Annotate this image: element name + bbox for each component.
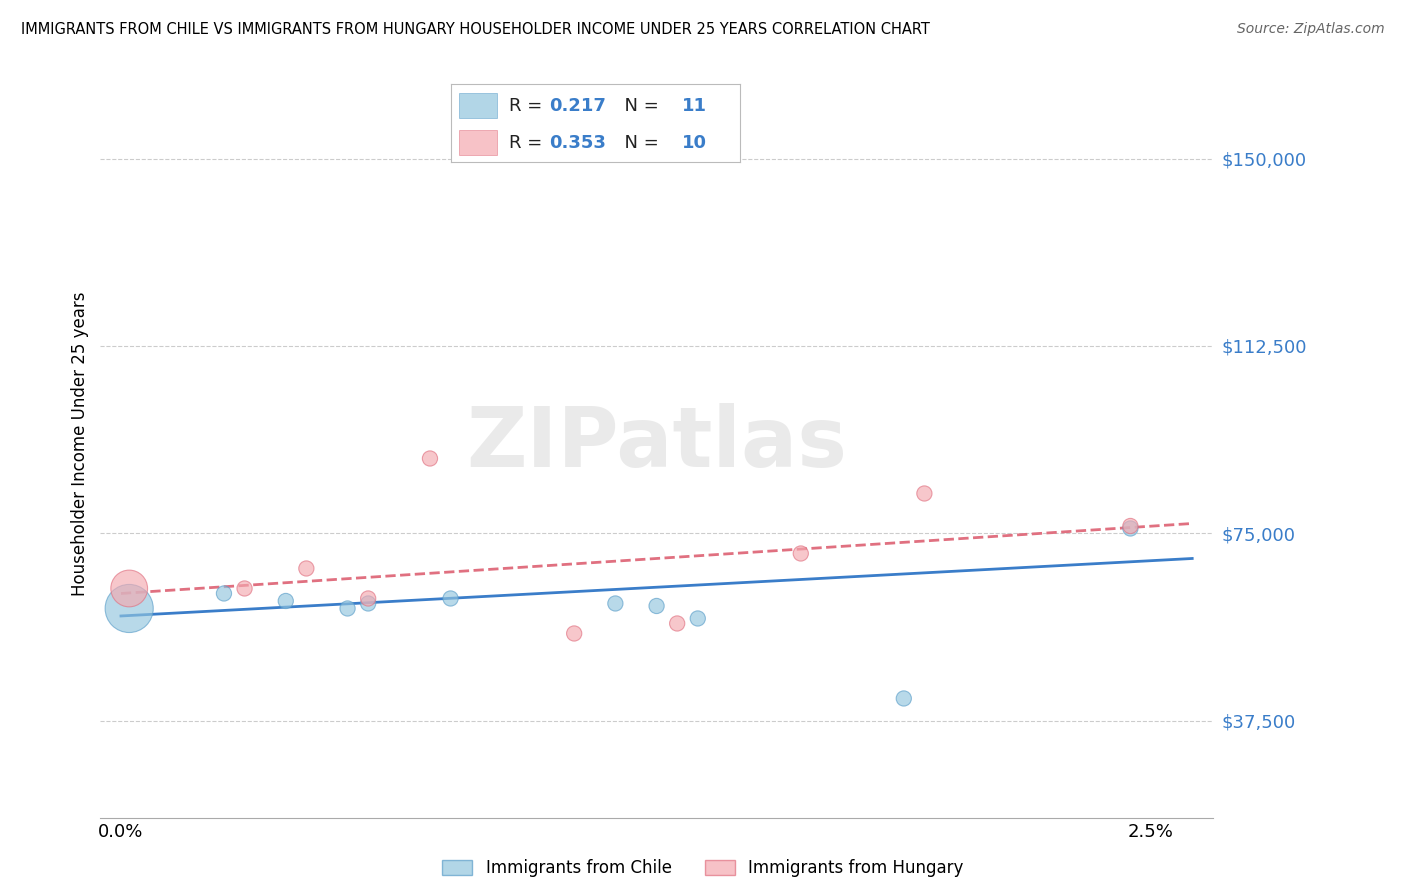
Y-axis label: Householder Income Under 25 years: Householder Income Under 25 years [72,292,89,596]
Point [605,597,627,611]
Point [1119,519,1142,533]
Point [295,561,318,575]
Point [439,591,461,606]
Text: Source: ZipAtlas.com: Source: ZipAtlas.com [1237,22,1385,37]
Point [233,582,256,596]
Text: ZIPatlas: ZIPatlas [465,403,846,484]
Point [357,597,380,611]
Point [912,486,935,500]
Point [893,691,915,706]
Point [118,601,141,615]
Point [790,546,813,560]
Legend: Immigrants from Chile, Immigrants from Hungary: Immigrants from Chile, Immigrants from H… [436,853,970,884]
Point [562,626,585,640]
Point [1119,521,1142,535]
Point [645,599,668,613]
Point [336,601,359,615]
Point [212,586,235,600]
Point [419,451,441,466]
Point [666,616,689,631]
Point [274,594,297,608]
Point [118,582,141,596]
Point [686,611,709,625]
Text: IMMIGRANTS FROM CHILE VS IMMIGRANTS FROM HUNGARY HOUSEHOLDER INCOME UNDER 25 YEA: IMMIGRANTS FROM CHILE VS IMMIGRANTS FROM… [21,22,929,37]
Point [357,591,380,606]
